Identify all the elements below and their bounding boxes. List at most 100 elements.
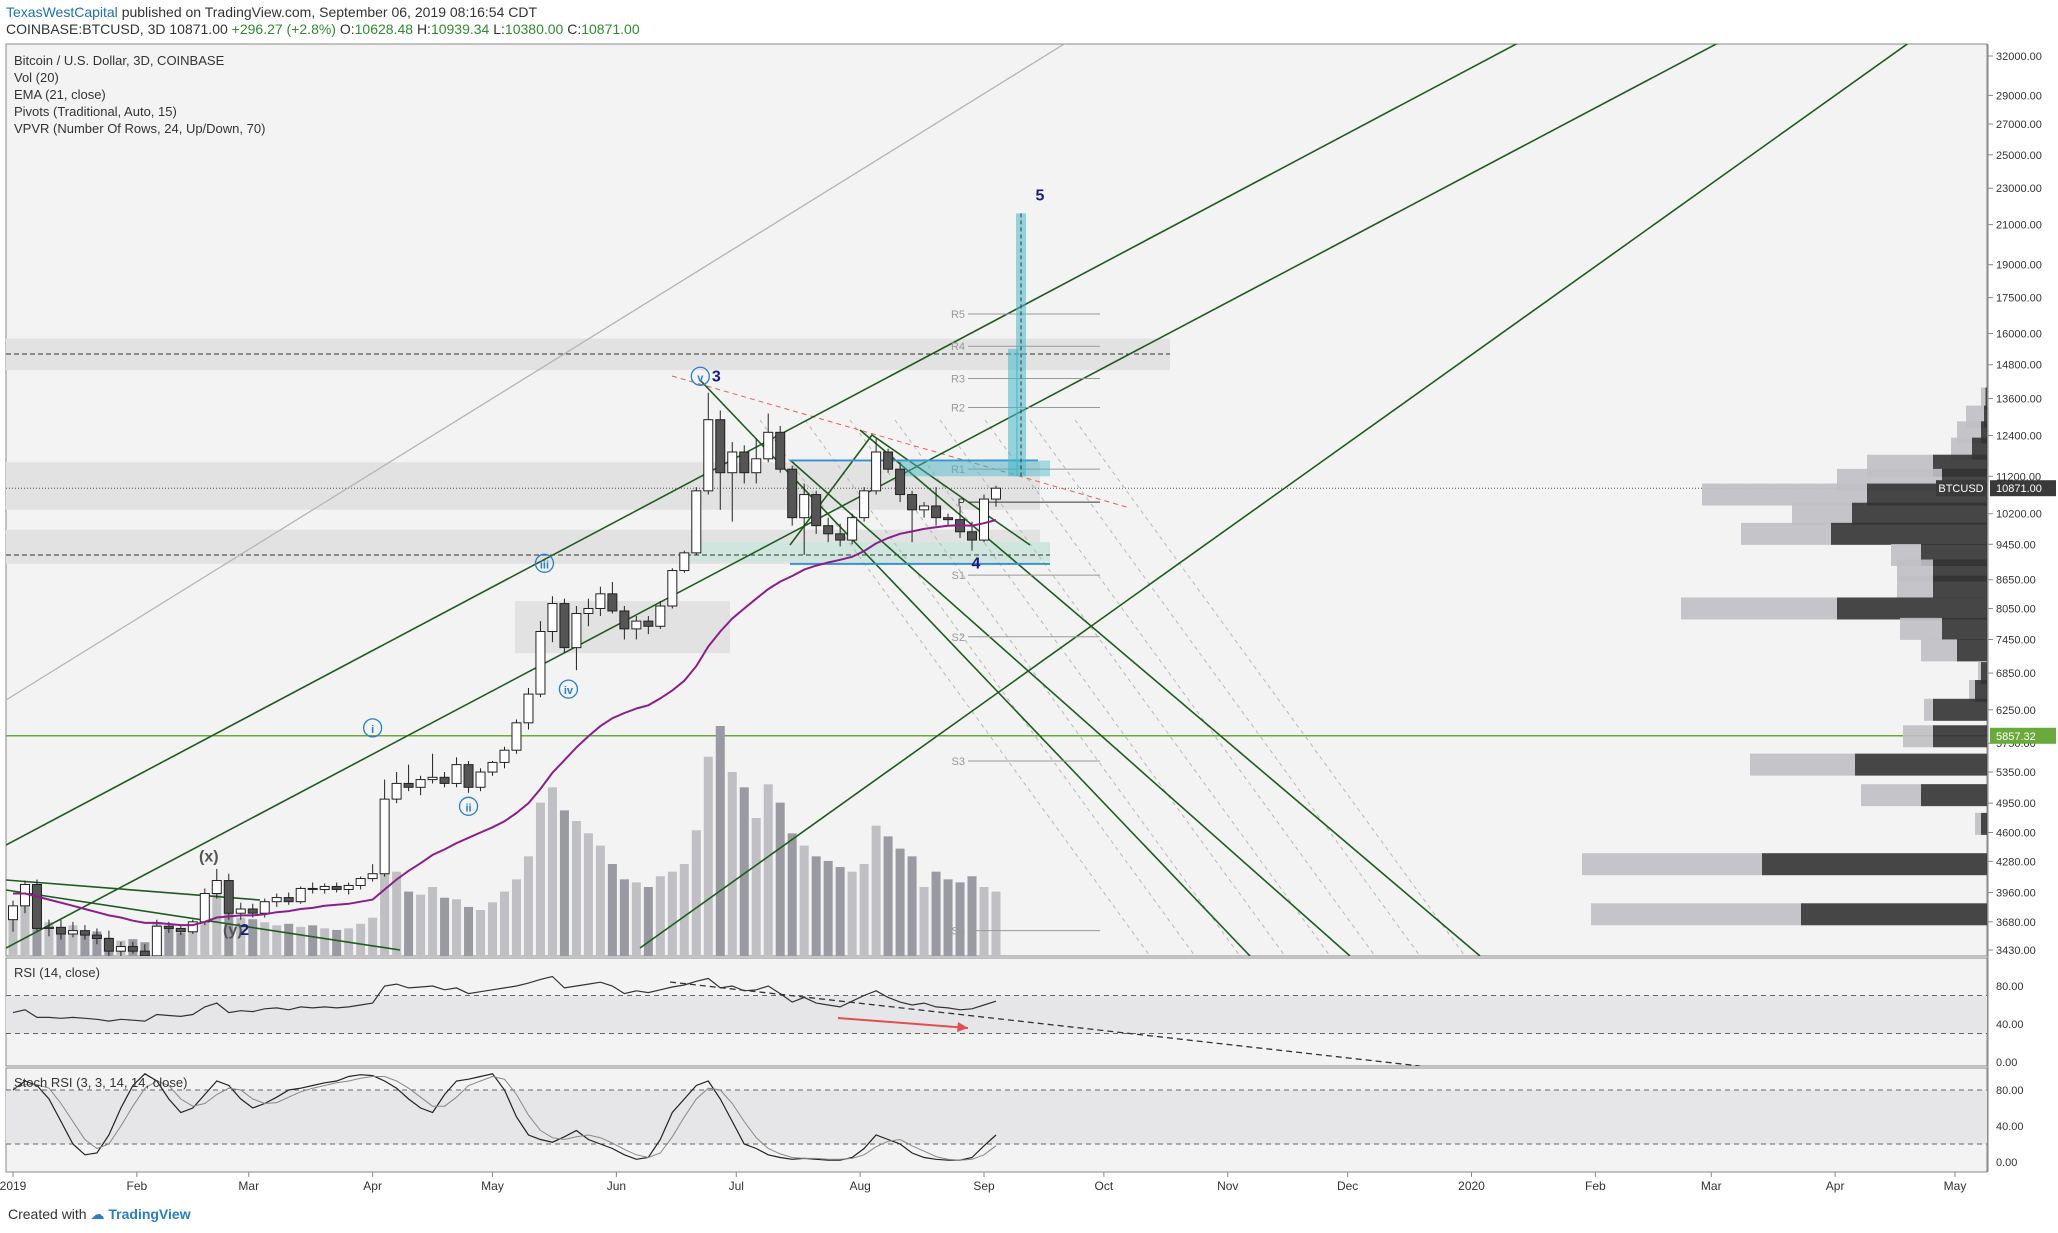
stoch-tick-labels: 80.00 40.00 0.00 [1996,1085,2024,1169]
candlesticks [8,392,1001,956]
candle-body [91,934,102,939]
stoch-band [6,1090,1987,1144]
wave-circle [534,553,555,573]
volume-bar [847,871,857,956]
candle-body [31,883,42,929]
candle-body [631,620,642,630]
volume-bar [164,928,174,956]
vpvr-up-bar [1591,903,1801,926]
legend-volume: Vol (20) [14,70,59,85]
channel-line [789,459,1351,956]
tradingview-brand[interactable]: TradingView [108,1206,191,1222]
channel-line [6,879,261,901]
candle-body [8,905,18,921]
candle-body [79,930,90,936]
volume-bar [703,756,713,956]
vpvr-down-bar [1762,853,1987,876]
volume-bar [224,894,234,956]
vpvr-up-bar [1750,753,1855,776]
volume-bar [488,902,498,956]
main-legend: Bitcoin / U.S. Dollar, 3D, COINBASE Vol … [14,53,265,136]
legend-ema: EMA (21, close) [14,87,106,102]
candle-body [271,897,282,903]
rsi-band [6,995,1987,1034]
volume-bar [823,860,833,956]
volume-bar [8,913,18,956]
candle-body [211,880,222,894]
volume-bar [907,856,917,956]
pivot-levels: R5 R4 R3 R2 R1 P S1 S2 S3 S4 [951,309,1100,938]
volume-bar [631,882,641,956]
candle-body [990,487,1001,500]
y-tick-labels: 32000.00 29000.00 27000.00 25000.00 23000.00… [1988,51,2042,957]
price-change: +296.27 (+2.8%) [231,21,336,37]
candle-body [379,798,390,875]
target-box-upper [1016,213,1026,477]
stoch-tick-label: 0.00 [1996,1157,2017,1169]
volume-bar [895,848,905,956]
volume-bar [679,864,689,956]
fib-falling-line [804,419,1196,956]
vpvr-up-bar [1924,698,1933,721]
publish-line: TexasWestCapital published on TradingVie… [6,4,537,20]
pivot-label: S1 [952,570,965,582]
volume-bar [356,923,366,956]
candle-body [667,570,678,607]
y-tick-label: 32000.00 [1996,51,2042,63]
vpvr-down-bar [1933,725,1987,748]
y-tick-label: 6250.00 [1996,705,2036,717]
volume-bar [835,867,845,956]
stoch-pane[interactable]: Stoch RSI (3, 3, 14, 14, close) [5,1067,1988,1173]
volume-bar [571,821,581,956]
legend-pivots: Pivots (Traditional, Auto, 15) [14,104,177,119]
vpvr-up-bar [1741,522,1831,545]
target-box-lower [1008,348,1018,477]
candle-body [751,458,762,474]
y-tick-label: 29000.00 [1996,90,2042,102]
x-tick-label: Apr [363,1179,382,1193]
candle-body [175,927,186,933]
candle-body [247,908,258,914]
volume-bar [955,882,965,956]
candle-body [727,451,738,474]
y-tick-label: 3430.00 [1996,945,2036,957]
volume-bar [991,891,1001,956]
time-axis[interactable]: 2019 Feb Mar Apr May Jun Jul Aug Sep Oct Nov Dec 202… [0,1171,1987,1194]
volume-bar [607,864,617,956]
volume-bar [511,879,521,956]
fib-falling-line [939,419,1331,956]
pivot-label: P [958,497,965,509]
vpvr-down-bar [1975,680,1987,703]
target-base-box [900,460,1050,477]
wave-circle [558,679,579,699]
volume-bar [188,929,198,956]
volume-bar [176,933,186,956]
x-tick-label: Apr [1826,1179,1845,1193]
volume-bar [428,887,438,956]
candle-body [523,693,534,724]
volume-bar [20,902,30,956]
y-tick-label: 3680.00 [1996,917,2036,929]
volume-bar [499,891,509,956]
pivot-label: R4 [951,341,965,353]
candle-body [499,749,510,763]
price-axis[interactable]: 32000.00 29000.00 27000.00 25000.00 23000.00… [1936,44,2058,1194]
vpvr-profile [1582,387,1987,926]
volume-bar [811,856,821,956]
wave-label: 2 [240,922,249,939]
volume-bar [392,871,402,956]
candle-body [487,761,498,773]
vpvr-down-bar [1801,903,1987,926]
volume-bar [943,879,953,956]
volume-bar [44,922,54,956]
volume-bar [56,928,66,956]
volume-bar [919,887,929,956]
rsi-pane[interactable]: RSI (14, close) [5,957,1988,1067]
pivot-label: S2 [952,632,965,644]
candle-body [475,771,486,788]
author-link[interactable]: TexasWestCapital [6,4,118,20]
pivot-label: S3 [952,756,965,768]
candle-body [535,631,546,695]
